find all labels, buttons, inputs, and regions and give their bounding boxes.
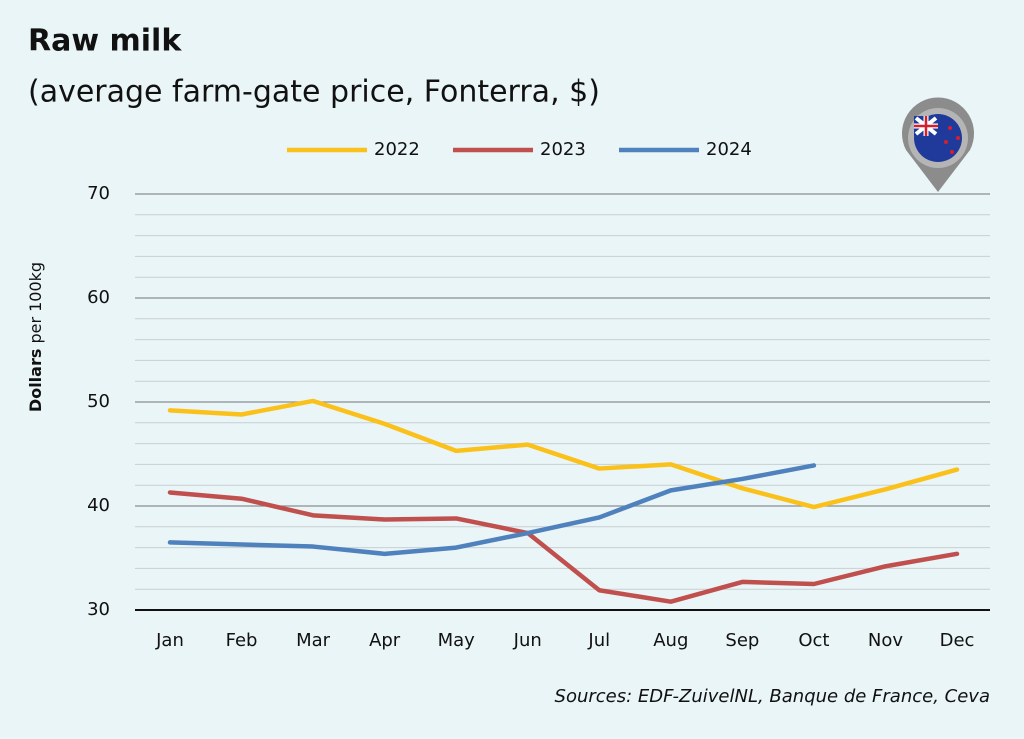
x-tick-label: Dec <box>940 630 975 651</box>
x-tick-label: Oct <box>798 630 829 651</box>
x-tick-label: Feb <box>226 630 258 651</box>
source-note: Sources: EDF-ZuivelNL, Banque de France,… <box>555 686 990 707</box>
chart-subtitle: (average farm-gate price, Fonterra, $) <box>28 75 600 110</box>
flag-pin <box>902 97 974 192</box>
y-tick-label: 70 <box>87 183 110 204</box>
x-tick-label: Jun <box>513 630 542 651</box>
x-tick-label: Sep <box>725 630 759 651</box>
series-line <box>167 463 817 557</box>
x-tick-label: Jul <box>587 630 610 651</box>
x-tick-label: Nov <box>868 630 903 651</box>
y-axis-label-rest: per 100kg <box>26 262 45 344</box>
chart-title: Raw milk <box>28 24 182 59</box>
legend-label: 2024 <box>706 139 752 160</box>
legend-label: 2022 <box>374 139 420 160</box>
y-tick-label: 50 <box>87 391 110 412</box>
y-tick-label: 60 <box>87 287 110 308</box>
series-line <box>167 490 960 604</box>
x-tick-label: May <box>438 630 476 651</box>
series-line <box>167 398 960 510</box>
y-tick-label: 30 <box>87 599 110 620</box>
y-tick-label: 40 <box>87 495 110 516</box>
x-tick-label: Apr <box>369 630 401 651</box>
x-tick-label: Mar <box>296 630 331 651</box>
y-axis-label: Dollars per 100kg <box>26 262 45 412</box>
x-tick-label: Jan <box>155 630 184 651</box>
legend-label: 2023 <box>540 139 586 160</box>
y-axis-label-bold: Dollars <box>26 349 45 412</box>
x-tick-label: Aug <box>653 630 688 651</box>
